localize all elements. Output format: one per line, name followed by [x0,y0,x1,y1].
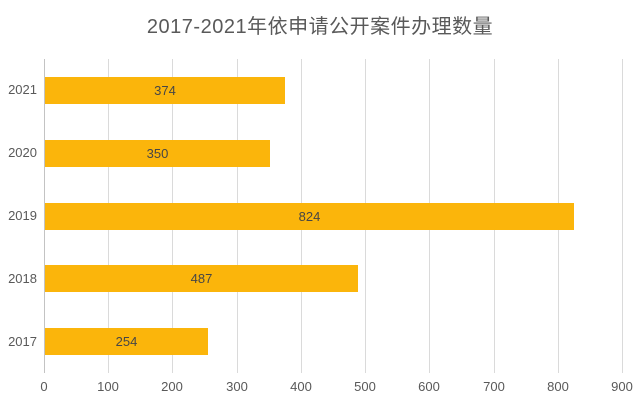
bar-2020: 350 [45,140,270,167]
y-axis-category-label: 2019 [8,208,37,223]
bar-2018: 487 [45,265,358,292]
bar-value-label: 374 [154,83,176,98]
x-axis-tick-label: 300 [226,379,248,394]
chart-title: 2017-2021年依申请公开案件办理数量 [146,16,494,38]
x-axis-tick-label: 700 [483,379,505,394]
x-axis-tick-label: 0 [40,379,48,394]
y-axis-category-label: 2017 [8,334,37,349]
y-axis-category-label: 2018 [8,271,37,286]
bar-2021: 374 [45,77,285,104]
x-axis-tick-label: 800 [547,379,569,394]
bar-value-label: 350 [146,146,169,161]
x-axis-tick-label: 500 [354,379,376,394]
y-axis-category-label: 2020 [8,145,37,160]
y-axis-line [44,59,45,373]
x-axis-tick-label: 400 [290,379,312,394]
bar-value-label: 487 [190,271,213,286]
gridline [622,59,623,373]
bar-2019: 824 [45,203,574,230]
bar-value-label: 824 [298,209,321,224]
bar-2017: 254 [45,328,208,355]
bar-value-label: 254 [115,334,138,349]
x-axis-tick-label: 200 [161,379,183,394]
x-axis-tick-label: 100 [97,379,119,394]
plot-area: 374 350 824 487 254 [44,59,623,373]
x-axis-tick-label: 600 [418,379,440,394]
y-axis-category-label: 2021 [8,82,37,97]
x-axis-tick-label: 900 [611,379,633,394]
